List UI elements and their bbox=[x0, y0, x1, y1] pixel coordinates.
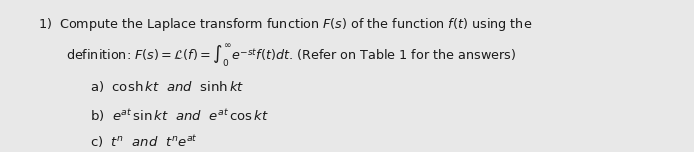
Text: c)  $t^n\ \ \mathit{and}\ \ t^n e^{at}$: c) $t^n\ \ \mathit{and}\ \ t^n e^{at}$ bbox=[90, 133, 198, 150]
Text: 1)  Compute the Laplace transform function $F(s)$ of the function $f(t)$ using t: 1) Compute the Laplace transform functio… bbox=[38, 16, 532, 33]
Text: b)  $e^{at}\,\mathrm{sin}\,kt\ \ \mathit{and}\ \ e^{at}\,\mathrm{cos}\,kt$: b) $e^{at}\,\mathrm{sin}\,kt\ \ \mathit{… bbox=[90, 107, 269, 124]
Text: definition: $F(s) = \mathcal{L}(f) = \int_0^{\infty} e^{-st}f(t)dt$. (Refer on T: definition: $F(s) = \mathcal{L}(f) = \in… bbox=[66, 43, 516, 70]
Text: a)  $\mathrm{cosh}\,kt\ \ \mathit{and}\ \ \mathrm{sinh}\,kt$: a) $\mathrm{cosh}\,kt\ \ \mathit{and}\ \… bbox=[90, 79, 244, 94]
